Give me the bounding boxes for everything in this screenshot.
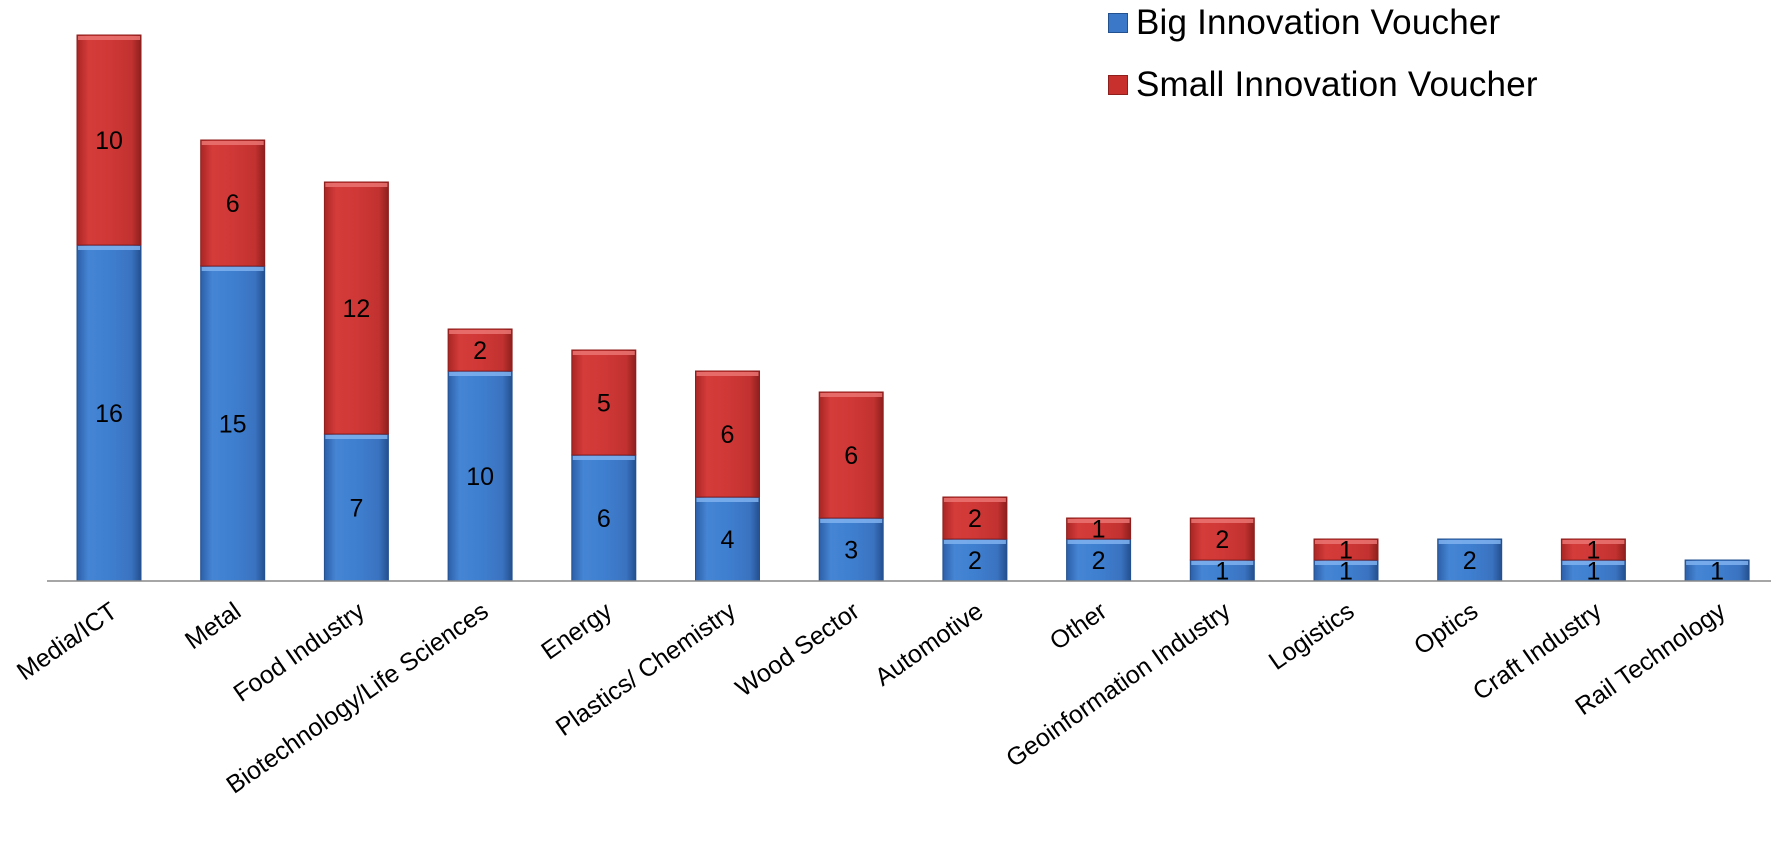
bar-segment-big-innovation-voucher-automotive — [942, 538, 1008, 582]
data-label-small-innovation-voucher-media-ict: 10 — [95, 127, 123, 155]
bar-segment-big-innovation-voucher-plastics-chemistry — [695, 496, 760, 582]
bar-top-highlight — [1562, 561, 1625, 565]
bar-top-highlight — [1191, 561, 1254, 565]
data-label-small-innovation-voucher-wood-sector: 6 — [844, 442, 858, 470]
bar-segment-small-innovation-voucher-media-ict — [76, 34, 142, 246]
bar-top-highlight — [449, 330, 512, 334]
bar-top-highlight — [1315, 540, 1377, 544]
bar-top-highlight — [1562, 540, 1625, 544]
legend-label: Small Innovation Voucher — [1136, 65, 1538, 104]
bar-segment-big-innovation-voucher-biotechnology-life-sciences — [447, 370, 513, 582]
legend-swatch-red — [1108, 75, 1128, 95]
bar-segment-small-innovation-voucher-wood-sector — [818, 391, 884, 519]
data-label-small-innovation-voucher-craft-industry: 1 — [1586, 537, 1600, 565]
bar-top-highlight — [78, 246, 140, 250]
category-label-media-ict: Media/ICT — [12, 597, 123, 686]
bar-top-highlight — [820, 519, 883, 523]
bar-segment-small-innovation-voucher-craft-industry — [1560, 538, 1626, 561]
data-label-big-innovation-voucher-geoinformation-industry: 1 — [1215, 558, 1229, 586]
data-label-big-innovation-voucher-other: 2 — [1092, 547, 1106, 575]
data-label-big-innovation-voucher-wood-sector: 3 — [844, 537, 858, 565]
data-label-small-innovation-voucher-geoinformation-industry: 2 — [1215, 526, 1229, 554]
bar-top-highlight — [1686, 561, 1749, 565]
legend-label: Big Innovation Voucher — [1136, 3, 1501, 42]
bar-top-highlight — [78, 36, 140, 40]
legend-item-small-innovation-voucher: Small Innovation Voucher — [1108, 65, 1538, 104]
bar-top-highlight — [1315, 561, 1377, 565]
bar-segment-small-innovation-voucher-other — [1066, 517, 1132, 540]
data-label-big-innovation-voucher-energy: 6 — [597, 505, 611, 533]
legend-swatch-blue — [1108, 13, 1128, 33]
bar-top-highlight — [1067, 519, 1130, 523]
data-label-big-innovation-voucher-metal: 15 — [219, 411, 247, 439]
category-label-metal: Metal — [180, 597, 246, 655]
bar-top-highlight — [820, 393, 883, 397]
bar-segment-big-innovation-voucher-other — [1066, 538, 1132, 582]
bar-top-highlight — [201, 141, 264, 145]
bar-segment-big-innovation-voucher-optics — [1437, 538, 1503, 582]
data-label-small-innovation-voucher-metal: 6 — [226, 190, 240, 218]
bar-top-highlight — [943, 498, 1006, 502]
bar-top-highlight — [1438, 540, 1501, 544]
bar-top-highlight — [325, 435, 388, 439]
bar-segment-small-innovation-voucher-energy — [571, 349, 637, 456]
data-label-big-innovation-voucher-rail-technology: 1 — [1710, 558, 1724, 586]
chart-legend: Big Innovation Voucher Small Innovation … — [1108, 3, 1538, 128]
data-label-big-innovation-voucher-automotive: 2 — [968, 547, 982, 575]
bar-top-highlight — [696, 372, 759, 376]
category-label-optics: Optics — [1409, 597, 1483, 661]
data-label-big-innovation-voucher-biotechnology-life-sciences: 10 — [466, 463, 494, 491]
data-label-big-innovation-voucher-craft-industry: 1 — [1586, 558, 1600, 586]
data-label-big-innovation-voucher-food-industry: 7 — [349, 495, 363, 523]
data-label-big-innovation-voucher-media-ict: 16 — [95, 400, 123, 428]
category-label-automotive: Automotive — [870, 597, 989, 692]
data-label-small-innovation-voucher-logistics: 1 — [1339, 537, 1353, 565]
category-label-geoinformation-industry: Geoinformation Industry — [1001, 597, 1236, 773]
bar-top-highlight — [696, 498, 759, 502]
bar-segment-big-innovation-voucher-energy — [571, 454, 637, 582]
bar-top-highlight — [572, 456, 635, 460]
bar-segment-big-innovation-voucher-media-ict — [76, 244, 142, 582]
bar-top-highlight — [943, 540, 1006, 544]
category-label-other: Other — [1045, 597, 1112, 656]
bar-segment-small-innovation-voucher-biotechnology-life-sciences — [447, 328, 513, 372]
bar-segment-small-innovation-voucher-plastics-chemistry — [695, 370, 760, 498]
data-label-big-innovation-voucher-logistics: 1 — [1339, 558, 1353, 586]
bar-segment-big-innovation-voucher-wood-sector — [818, 517, 884, 582]
data-label-small-innovation-voucher-food-industry: 12 — [342, 295, 370, 323]
bar-segment-small-innovation-voucher-geoinformation-industry — [1189, 517, 1255, 561]
data-label-small-innovation-voucher-energy: 5 — [597, 390, 611, 418]
bar-top-highlight — [201, 267, 264, 271]
bar-segment-big-innovation-voucher-metal — [200, 265, 266, 582]
bar-segment-small-innovation-voucher-automotive — [942, 496, 1008, 540]
category-label-energy: Energy — [536, 597, 617, 666]
legend-item-big-innovation-voucher: Big Innovation Voucher — [1108, 3, 1538, 42]
bar-segment-small-innovation-voucher-logistics — [1313, 538, 1379, 561]
data-label-small-innovation-voucher-automotive: 2 — [968, 505, 982, 533]
bar-segment-small-innovation-voucher-food-industry — [323, 181, 389, 435]
data-label-big-innovation-voucher-optics: 2 — [1463, 547, 1477, 575]
bar-top-highlight — [572, 351, 635, 355]
bar-top-highlight — [449, 372, 512, 376]
category-label-wood-sector: Wood Sector — [731, 597, 865, 703]
data-label-small-innovation-voucher-biotechnology-life-sciences: 2 — [473, 337, 487, 365]
data-label-big-innovation-voucher-plastics-chemistry: 4 — [721, 526, 735, 554]
data-label-small-innovation-voucher-plastics-chemistry: 6 — [721, 421, 735, 449]
bar-top-highlight — [1191, 519, 1254, 523]
bar-top-highlight — [325, 183, 388, 187]
bar-segment-small-innovation-voucher-metal — [200, 139, 266, 267]
data-label-small-innovation-voucher-other: 1 — [1092, 516, 1106, 544]
bar-top-highlight — [1067, 540, 1130, 544]
category-label-logistics: Logistics — [1264, 597, 1360, 676]
